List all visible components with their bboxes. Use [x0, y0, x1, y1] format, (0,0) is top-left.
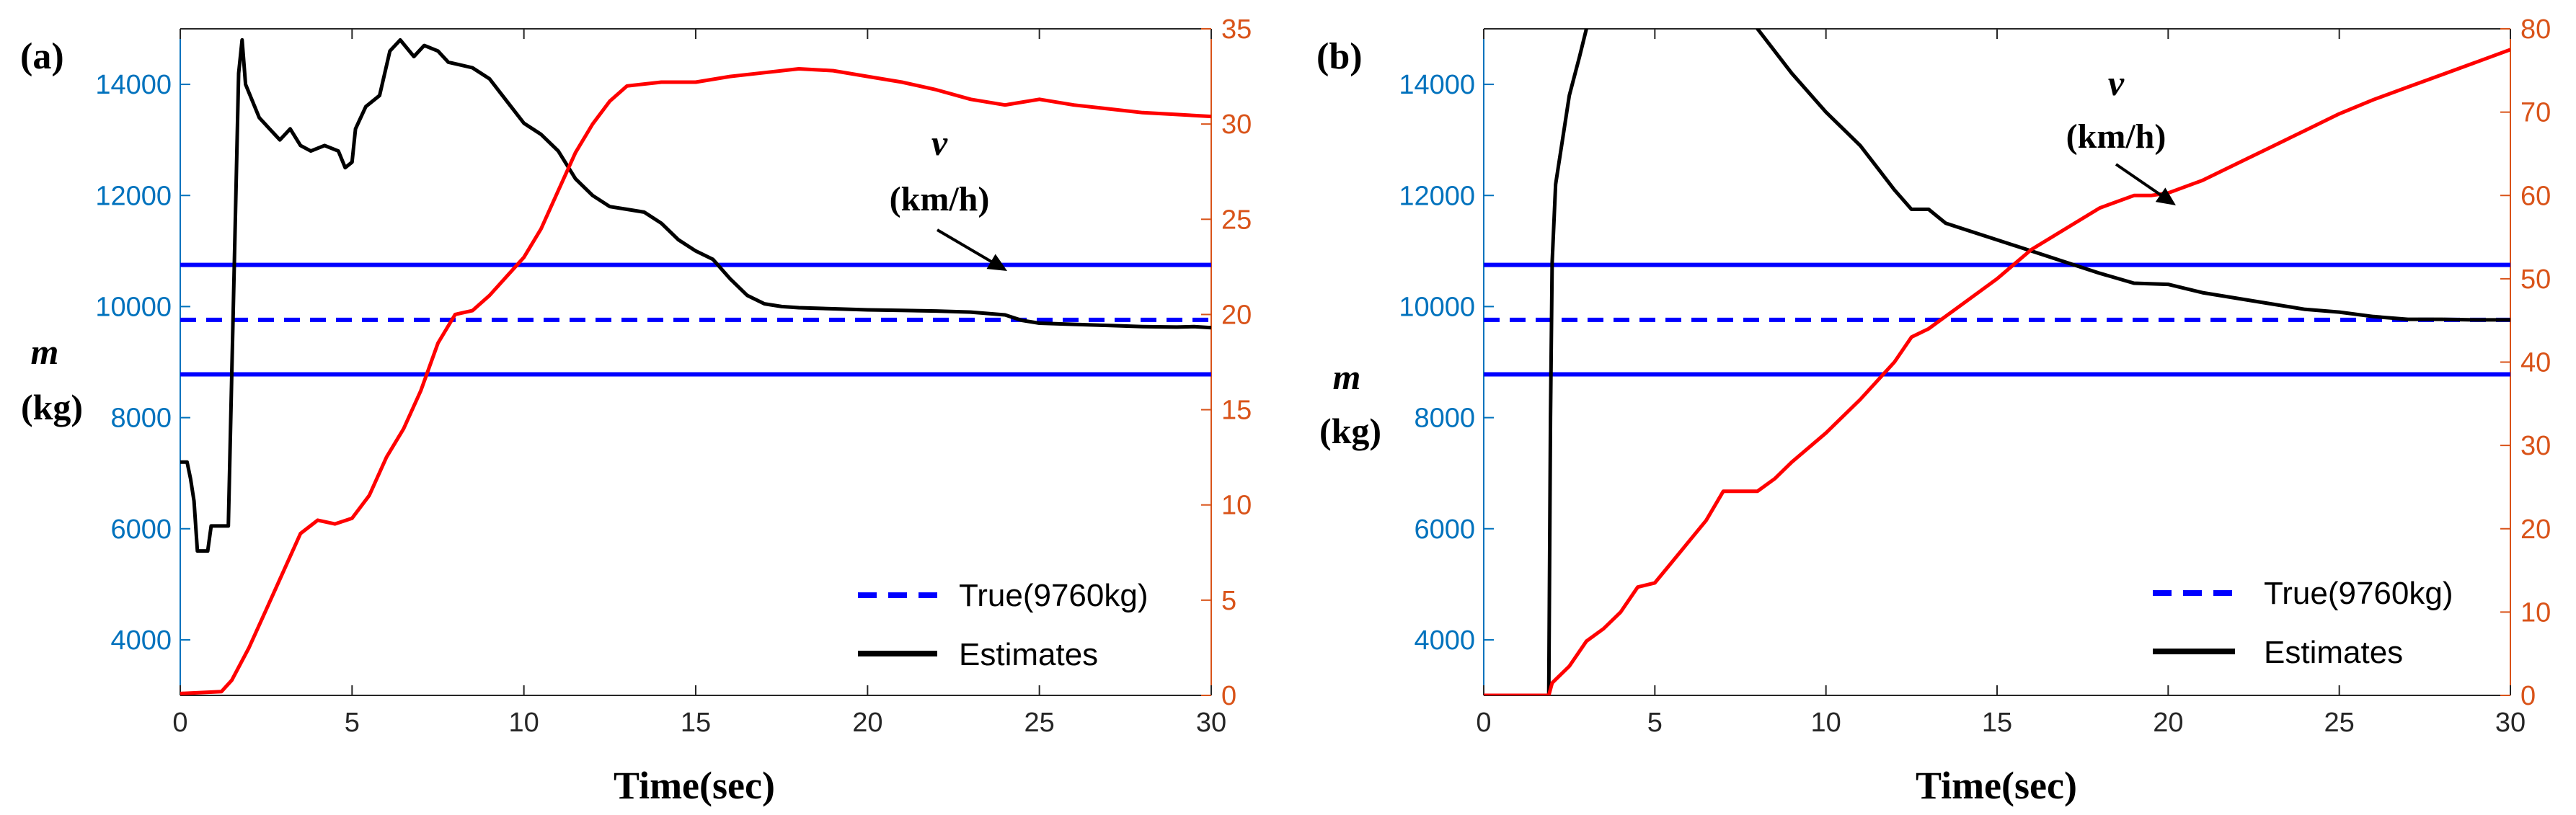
speed-annotation-symbol: v	[931, 123, 948, 163]
y-right-tick-label: 40	[2520, 348, 2551, 378]
speed-line	[1484, 48, 2510, 695]
x-tick-label: 15	[681, 708, 711, 738]
y-left-tick-label: 14000	[1399, 70, 1475, 100]
x-tick-label: 30	[1196, 708, 1226, 738]
speed-arrow-shaft	[936, 228, 999, 267]
y-left-tick-label: 6000	[110, 515, 172, 545]
y-left-tick-label: 4000	[1414, 625, 1475, 656]
speed-annotation-symbol: v	[2108, 63, 2125, 103]
x-tick-label: 25	[1024, 708, 1055, 738]
y-right-tick-label: 35	[1221, 14, 1252, 45]
x-axis-label: Time(sec)	[614, 764, 775, 807]
plot-area: 0 5 10 15 20 25 30 4000 6000 8000 10000 12000 14000 0…	[95, 14, 1252, 738]
x-tick-label: 20	[852, 708, 882, 738]
y-right-tick-label: 20	[1221, 300, 1252, 330]
speed-arrow-head	[986, 254, 1007, 271]
panel-label: (a)	[20, 36, 64, 77]
y-left-tick-label: 12000	[95, 181, 172, 211]
panel-a: (a) m (kg) Time(sec) v (km/h) True(9760k…	[20, 14, 1252, 807]
legend-label-true: True(9760kg)	[2264, 576, 2453, 611]
y-right-tick-label: 60	[2520, 181, 2551, 211]
series-group	[180, 37, 1211, 695]
y-right-tick-label: 5	[1221, 586, 1236, 616]
y-left-tick-label: 12000	[1399, 181, 1475, 211]
y-left-tick-label: 8000	[110, 404, 172, 434]
y-axis-label-unit: (kg)	[21, 387, 83, 427]
x-tick-label: 15	[1982, 708, 2012, 738]
estimates-line	[1484, 29, 2510, 695]
x-tick-label: 0	[1476, 708, 1491, 738]
series-group	[1484, 29, 2510, 695]
speed-annotation-unit: (km/h)	[890, 180, 990, 218]
panel-b: (b) m (kg) Time(sec) v (km/h) True(9760k…	[1316, 14, 2551, 807]
x-tick-label: 10	[509, 708, 539, 738]
panel-label: (b)	[1316, 36, 1363, 77]
x-tick-label: 25	[2324, 708, 2355, 738]
y-right-tick-label: 15	[1221, 396, 1252, 426]
x-tick-label: 0	[172, 708, 187, 738]
y-right-tick-label: 30	[1221, 110, 1252, 140]
x-tick-label: 5	[345, 708, 360, 738]
y-left-tick-label: 8000	[1414, 404, 1475, 434]
speed-annotation-unit: (km/h)	[2066, 117, 2166, 156]
plot-area: 0 5 10 15 20 25 30 4000 6000 8000 10000 12000 14000 0…	[1399, 14, 2551, 738]
speed-arrow-shaft	[2115, 163, 2167, 200]
y-right-tick-label: 50	[2520, 264, 2551, 295]
y-right-tick-label: 30	[2520, 431, 2551, 461]
y-right-tick-label: 25	[1221, 205, 1252, 235]
y-right-tick-label: 80	[2520, 14, 2551, 45]
y-right-tick-label: 20	[2520, 515, 2551, 545]
y-right-tick-label: 70	[2520, 98, 2551, 128]
x-tick-label: 10	[1811, 708, 1841, 738]
x-tick-label: 30	[2495, 708, 2526, 738]
y-right-tick-label: 0	[1221, 681, 1236, 711]
speed-arrow-head	[2155, 187, 2176, 205]
y-right-tick-label: 0	[2520, 681, 2536, 711]
speed-line	[180, 67, 1211, 695]
y-right-tick-label: 10	[1221, 491, 1252, 521]
y-axis-label-unit: (kg)	[1319, 411, 1381, 451]
y-left-tick-label: 4000	[110, 625, 172, 656]
y-axis-label-symbol: m	[1333, 357, 1361, 397]
x-tick-label: 5	[1647, 708, 1663, 738]
y-axis-label-symbol: m	[31, 331, 59, 372]
y-left-tick-label: 14000	[95, 70, 172, 100]
estimates-line	[180, 37, 1211, 553]
x-axis-label: Time(sec)	[1916, 764, 2077, 807]
y-left-tick-label: 6000	[1414, 515, 1475, 545]
y-left-tick-label: 10000	[1399, 292, 1475, 322]
y-left-tick-label: 10000	[95, 292, 172, 322]
x-tick-label: 20	[2153, 708, 2183, 738]
legend-label-true: True(9760kg)	[959, 578, 1148, 613]
legend-label-estimates: Estimates	[2264, 635, 2403, 670]
y-right-tick-label: 10	[2520, 597, 2551, 628]
legend-label-estimates: Estimates	[959, 637, 1098, 672]
